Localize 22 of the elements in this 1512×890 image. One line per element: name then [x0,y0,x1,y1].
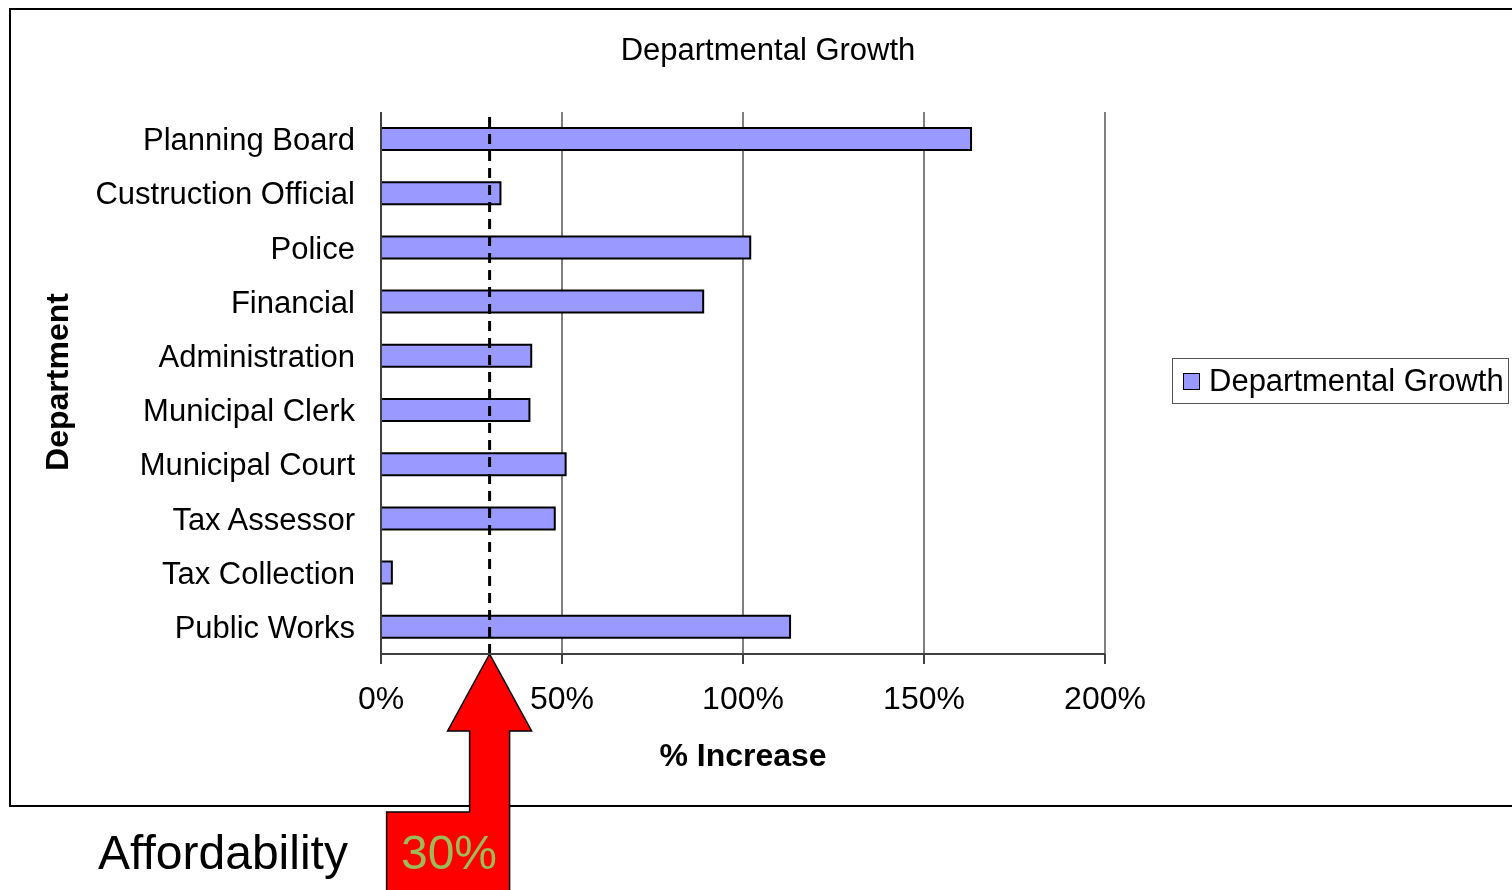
y-tick-label: Police [270,230,355,266]
bar [381,560,393,585]
legend-label: Departmental Growth [1209,363,1504,399]
y-tick-label: Public Works [174,609,355,645]
y-tick-label: Tax Collection [162,555,355,591]
y-tick-label: Planning Board [143,122,355,158]
y-tick-label: Administration [158,338,355,374]
x-tick-label: 100% [702,679,784,716]
y-axis-title: Department [38,292,76,473]
chart-title: Departmental Growth [619,32,917,68]
x-tick-label: 150% [883,679,965,716]
x-tick-label: 0% [357,679,405,716]
y-tick-label: Financial [230,284,355,320]
x-axis-title: % Increase [658,736,828,774]
x-tick-label: 50% [529,679,595,716]
y-tick-label: Tax Assessor [172,501,355,537]
x-tick-label: 200% [1064,679,1146,716]
text: Affordability [98,825,348,881]
text: 30% [399,825,499,881]
y-tick-label: Custruction Official [95,176,355,212]
y-tick-label: Municipal Court [139,447,356,483]
y-tick-label: Municipal Clerk [143,393,356,429]
